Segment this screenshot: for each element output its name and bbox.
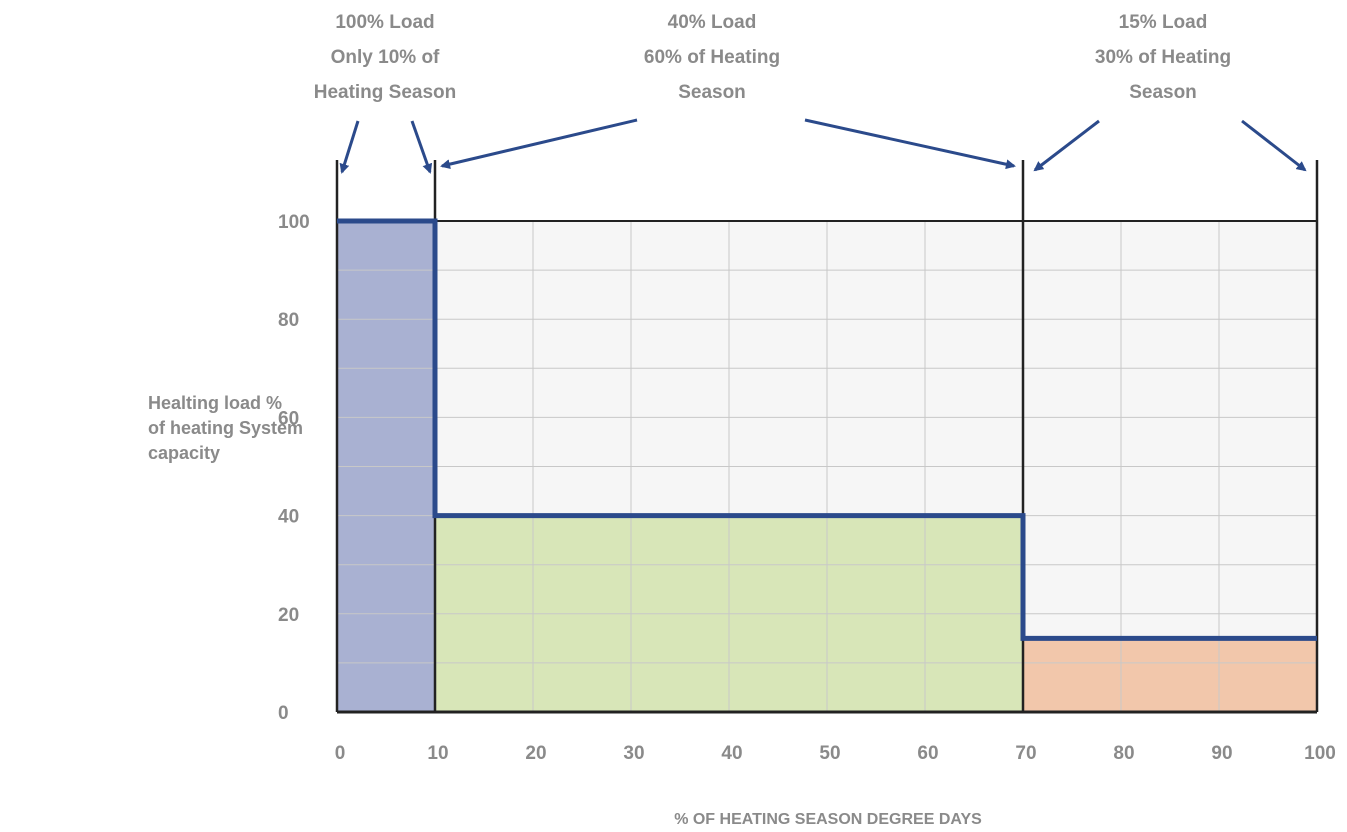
x-axis-title: % OF HEATING SEASON DEGREE DAYS bbox=[674, 811, 982, 828]
annotation-text: 30% of Heating bbox=[1095, 47, 1231, 68]
y-axis-title-line: Healting load % bbox=[148, 393, 283, 413]
x-tick-label: 50 bbox=[819, 743, 840, 764]
annotation-arrow bbox=[339, 120, 360, 174]
annotation-text: 100% Load bbox=[335, 12, 434, 33]
y-tick-label: 0 bbox=[278, 703, 289, 724]
load-segment-area bbox=[1023, 638, 1317, 712]
y-tick-label: 100 bbox=[278, 212, 310, 233]
x-tick-label: 0 bbox=[335, 743, 346, 764]
annotation-text: Season bbox=[1129, 82, 1197, 103]
x-tick-label: 60 bbox=[917, 743, 938, 764]
y-axis-title-line: of heating System bbox=[148, 418, 304, 438]
y-tick-label: 40 bbox=[278, 507, 299, 528]
x-tick-label: 80 bbox=[1113, 743, 1134, 764]
annotation-text: 60% of Heating bbox=[644, 47, 780, 68]
x-tick-label: 30 bbox=[623, 743, 644, 764]
annotation-arrow bbox=[440, 118, 638, 170]
x-tick-label: 70 bbox=[1015, 743, 1036, 764]
annotation-arrow bbox=[410, 120, 433, 174]
annotation-text: Season bbox=[678, 82, 746, 103]
y-tick-label: 60 bbox=[278, 408, 299, 429]
y-tick-label: 80 bbox=[278, 310, 299, 331]
x-tick-label: 20 bbox=[525, 743, 546, 764]
annotation-arrow bbox=[804, 118, 1016, 170]
annotation-text: 40% Load bbox=[668, 12, 757, 33]
x-tick-label: 100 bbox=[1304, 743, 1336, 764]
annotation-text: Only 10% of bbox=[331, 47, 440, 68]
y-tick-label: 20 bbox=[278, 605, 299, 626]
y-axis-title-line: capacity bbox=[148, 443, 221, 463]
annotation-arrow bbox=[1033, 119, 1100, 172]
y-axis-title: Healting load % of heating System capaci… bbox=[148, 391, 328, 466]
annotation-arrow bbox=[1241, 119, 1307, 172]
x-tick-label: 10 bbox=[427, 743, 448, 764]
x-tick-label: 40 bbox=[721, 743, 742, 764]
x-tick-label: 90 bbox=[1211, 743, 1232, 764]
load-step-line bbox=[337, 218, 1317, 641]
annotation-text: 15% Load bbox=[1119, 12, 1208, 33]
annotation-text: Heating Season bbox=[314, 82, 457, 103]
plot-area: 0 20 40 60 80 100 0 10 20 30 40 50 60 70 80 90 100 100% L… bbox=[278, 12, 1336, 764]
